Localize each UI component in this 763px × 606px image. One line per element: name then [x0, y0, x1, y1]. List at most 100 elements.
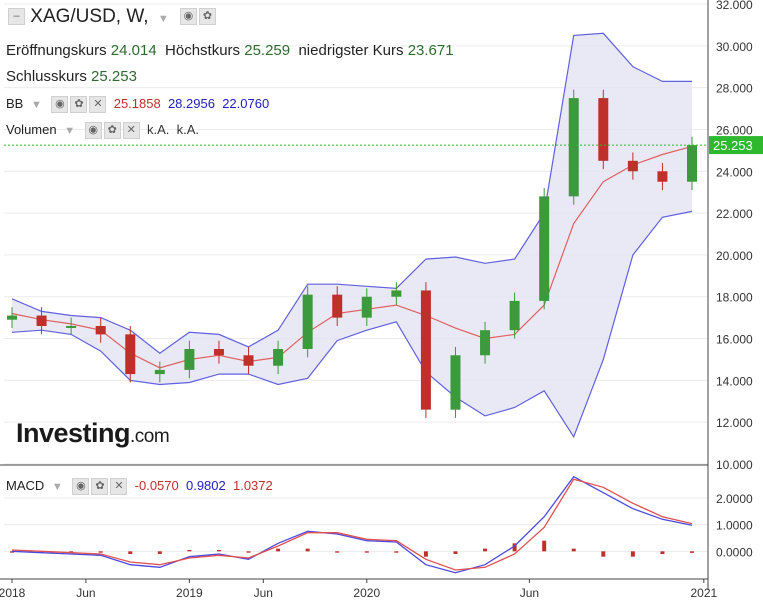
macd-hist-bar: [335, 551, 340, 553]
macd-hist-bar: [690, 551, 694, 553]
gear-icon[interactable]: ✿: [198, 8, 216, 26]
bb-mid-value: 25.1858: [113, 96, 161, 111]
low-label: niedrigster Kurs: [298, 42, 404, 59]
macd-hist-bar: [128, 551, 133, 554]
candle-body: [450, 355, 461, 410]
candle-body: [598, 98, 609, 161]
last-price-tag-box: [709, 136, 763, 155]
volume-value-2: k.A.: [176, 122, 200, 137]
macd-axis: 2.0000 1.0000 0.0000: [716, 492, 753, 559]
close-icon[interactable]: ✕: [122, 122, 140, 140]
eye-icon[interactable]: ◉: [84, 122, 102, 140]
price-tick-label: 14.000: [716, 374, 753, 388]
high-value: 25.259: [244, 42, 291, 59]
time-tick-label: 2018: [0, 586, 26, 600]
gear-icon[interactable]: ✿: [91, 478, 109, 496]
volume-value-1: k.A.: [146, 122, 170, 137]
bollinger-lower-line: [11, 210, 693, 439]
candle-body: [36, 315, 47, 326]
candle-body: [302, 294, 313, 349]
low-value: 23.671: [407, 42, 454, 59]
candle-body: [332, 294, 343, 318]
macd-hist-bar: [187, 550, 192, 552]
macd-label: MACD: [6, 478, 45, 493]
macd-value: 0.9802: [185, 478, 226, 493]
price-tick-label: 10.000: [716, 458, 753, 472]
chevron-down-icon[interactable]: ▼: [30, 99, 42, 111]
chevron-down-icon[interactable]: ▼: [64, 125, 76, 137]
price-tick-label: 24.000: [716, 165, 753, 179]
price-tick-label: 32.000: [716, 0, 753, 12]
price-tick-label: 12.000: [716, 416, 753, 430]
symbol-title: XAG/USD, W,: [30, 6, 149, 27]
price-tick-label: 22.000: [716, 207, 753, 221]
volume-legend: Volumen ▼ ◉ ✿ ✕ k.A. k.A.: [6, 122, 200, 140]
macd-hist-bar: [394, 551, 399, 553]
candle-body: [539, 196, 550, 301]
candle-body: [627, 160, 638, 172]
close-value: 25.253: [91, 68, 137, 85]
last-price-tag: 25.253: [709, 136, 763, 155]
macd-hist-bar: [98, 551, 103, 553]
bb-upper-value: 28.2956: [167, 96, 215, 111]
macd-legend: MACD ▼ ◉ ✿ ✕ -0.0570 0.9802 1.0372: [6, 478, 273, 496]
macd-hist-bar: [483, 548, 488, 552]
time-tick-label: 2021: [690, 586, 717, 600]
close-label: Schlusskurs: [6, 68, 87, 85]
macd-hist-bar: [571, 548, 576, 552]
macd-hist-bar: [601, 551, 606, 557]
candle-body: [361, 296, 372, 318]
macd-hist-bar: [453, 551, 458, 554]
grid: [4, 3, 708, 552]
macd-hist-bar: [630, 551, 635, 557]
collapse-icon[interactable]: –: [8, 8, 25, 26]
price-axis: 32.000 30.000 28.000 26.000 24.000 22.000 20.0…: [707, 0, 753, 590]
macd-hist-bar: [305, 548, 310, 552]
price-tick-label: 20.000: [716, 249, 753, 263]
macd-hist-bar: [216, 550, 221, 552]
time-tick-label: Jun: [520, 586, 539, 600]
macd-hist-bar: [660, 551, 665, 554]
close-icon[interactable]: ✕: [110, 478, 128, 496]
candle-body: [391, 290, 402, 297]
macd-hist-bar: [542, 540, 547, 552]
investing-logo: Investing.com: [16, 418, 170, 449]
chevron-down-icon[interactable]: ▼: [157, 13, 169, 25]
time-tick-label: 2020: [353, 586, 380, 600]
price-tick-label: 16.000: [716, 333, 753, 347]
time-tick-label: Jun: [254, 586, 273, 600]
macd-hist-bar: [364, 551, 369, 553]
macd-signal-value: 1.0372: [232, 478, 273, 493]
symbol-legend: – XAG/USD, W, ▼ ◉ ✿: [6, 6, 216, 28]
close-icon[interactable]: ✕: [89, 96, 107, 114]
candle-body: [7, 315, 17, 320]
macd-histogram: [10, 540, 694, 557]
macd-hist-bar: [157, 551, 162, 554]
bb-label: BB: [6, 96, 24, 111]
candle-body: [657, 171, 668, 182]
eye-icon[interactable]: ◉: [179, 8, 197, 26]
candle-body: [568, 98, 579, 197]
eye-icon[interactable]: ◉: [51, 96, 69, 114]
candle-body: [480, 330, 491, 356]
macd-hist-bar: [39, 551, 44, 553]
candle-body: [243, 355, 254, 366]
chevron-down-icon[interactable]: ▼: [51, 481, 63, 493]
eye-icon[interactable]: ◉: [72, 478, 90, 496]
gear-icon[interactable]: ✿: [103, 122, 121, 140]
macd-line: [11, 475, 693, 574]
time-axis: 2018 Jun 2019 Jun 2020 Jun 2021: [0, 578, 717, 600]
macd-tick-label: 0.0000: [716, 545, 753, 559]
macd-hist-bar: [10, 551, 14, 553]
macd-tick-label: 1.0000: [716, 519, 753, 533]
macd-hist-bar: [69, 551, 74, 553]
macd-hist-bar: [246, 551, 251, 553]
price-tick-label: 28.000: [716, 82, 753, 96]
high-label: Höchstkurs: [165, 42, 241, 59]
candle-body: [687, 145, 697, 182]
gear-icon[interactable]: ✿: [70, 96, 88, 114]
candle-body: [95, 326, 106, 335]
last-price-tag-label: 25.253: [713, 138, 753, 153]
macd-tick-label: 2.0000: [716, 492, 753, 506]
macd-signal-line: [11, 478, 693, 571]
